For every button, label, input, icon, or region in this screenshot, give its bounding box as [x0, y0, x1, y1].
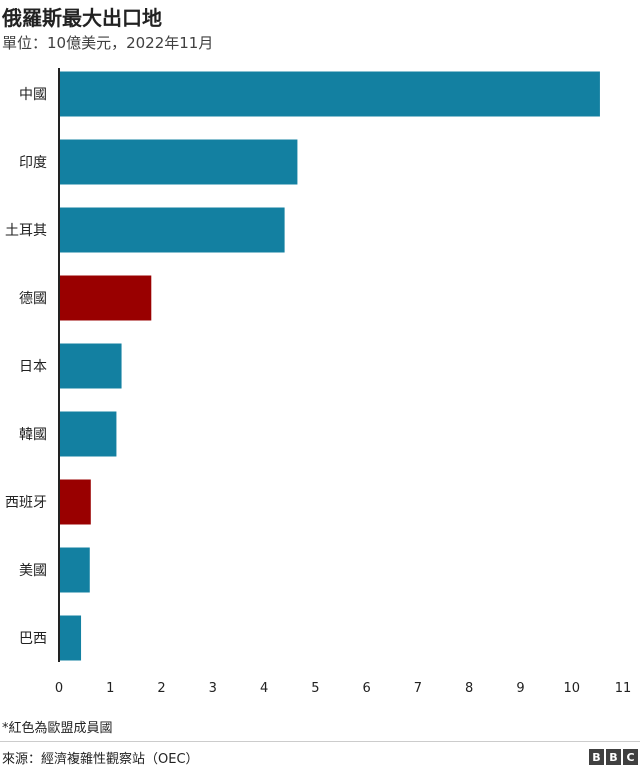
bar [59, 547, 90, 593]
x-tick-label: 0 [55, 681, 63, 696]
category-label: 美國 [19, 563, 47, 579]
chart-subtitle: 單位：10億美元，2022年11月 [2, 34, 214, 52]
x-tick-label: 1 [106, 681, 114, 696]
bbc-logo: B B C [589, 749, 638, 765]
category-label: 印度 [19, 155, 47, 171]
bar [59, 275, 152, 321]
footnote: *紅色為歐盟成員國 [2, 721, 113, 736]
footer-divider [0, 741, 640, 742]
bar [59, 411, 117, 457]
bar [59, 139, 298, 185]
category-label: 德國 [19, 291, 47, 307]
bbc-logo-letter: B [606, 749, 621, 765]
x-tick-label: 10 [563, 681, 580, 696]
category-label: 韓國 [19, 427, 47, 443]
bar [59, 207, 285, 253]
x-tick-label: 6 [362, 681, 370, 696]
x-tick-label: 3 [209, 681, 217, 696]
x-tick-label: 9 [516, 681, 524, 696]
bbc-logo-letter: B [589, 749, 604, 765]
bar [59, 479, 91, 525]
category-label: 中國 [19, 87, 47, 103]
x-tick-label: 7 [414, 681, 422, 696]
category-label: 西班牙 [5, 495, 47, 511]
x-tick-label: 5 [311, 681, 319, 696]
category-label: 日本 [19, 359, 47, 375]
bbc-logo-letter: C [623, 749, 638, 765]
x-tick-label: 8 [465, 681, 473, 696]
chart-title: 俄羅斯最大出口地 [2, 6, 162, 30]
source-note: 來源：經濟複雜性觀察站（OEC） [2, 752, 199, 767]
x-tick-label: 4 [260, 681, 268, 696]
bar [59, 343, 122, 389]
bar [59, 71, 600, 117]
bar [59, 615, 82, 661]
category-label: 土耳其 [5, 223, 47, 239]
x-tick-label: 11 [615, 681, 632, 696]
x-tick-label: 2 [157, 681, 165, 696]
category-label: 巴西 [19, 631, 47, 647]
